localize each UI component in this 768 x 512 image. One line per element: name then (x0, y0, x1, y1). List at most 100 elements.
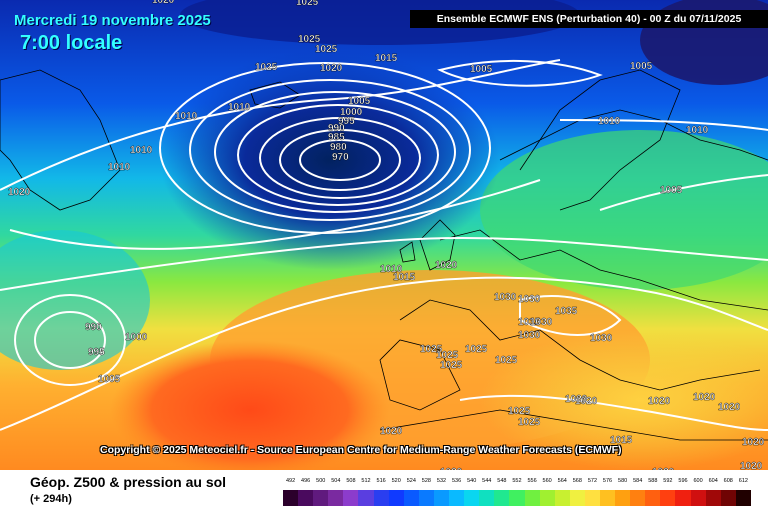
scale-swatch (645, 490, 661, 506)
scale-label: 596 (678, 478, 688, 484)
svg-text:990: 990 (328, 123, 345, 134)
svg-text:1025: 1025 (315, 44, 338, 55)
svg-text:1030: 1030 (518, 330, 541, 341)
svg-text:1020: 1020 (575, 396, 598, 407)
svg-text:1025: 1025 (508, 406, 531, 417)
scale-label: 556 (527, 478, 537, 484)
svg-text:1000: 1000 (125, 332, 148, 343)
isobar-labels: 1025 1025 1025 1020 1015 1005 1005 1010 … (8, 0, 765, 470)
scale-label: 536 (451, 478, 462, 484)
svg-text:1015: 1015 (375, 53, 398, 64)
forecast-map: 1025 1025 1025 1020 1015 1005 1005 1010 … (0, 0, 768, 470)
scale-label: 592 (663, 478, 673, 484)
scale-swatch (735, 490, 751, 506)
scale-label: 604 (708, 478, 718, 484)
green-band-east (480, 130, 768, 290)
forecast-time: 7:00 locale (20, 32, 123, 54)
svg-text:1030: 1030 (590, 333, 613, 344)
scale-swatch (599, 490, 616, 506)
scale-label: 576 (602, 478, 613, 484)
svg-text:1025: 1025 (436, 350, 459, 361)
scale-label: 492 (285, 478, 296, 484)
scale-labels: 492 496 500 504 508 512 516 520 524 528 532 536 540 5… (283, 478, 751, 488)
yellow-zone-east (480, 330, 768, 470)
scale-swatch (358, 490, 374, 506)
scale-swatch (298, 490, 314, 506)
svg-text:1030: 1030 (518, 294, 541, 305)
copyright-text: Copyright © 2025 Meteociel.fr - Source E… (100, 444, 622, 456)
scale-label: 496 (301, 478, 311, 484)
scale-bar (283, 490, 751, 506)
svg-text:1010: 1010 (175, 111, 198, 122)
scale-swatch (494, 490, 510, 506)
scale-swatch (388, 490, 404, 506)
svg-text:1020: 1020 (652, 467, 675, 470)
scale-label: 572 (587, 478, 598, 484)
scale-label: 540 (467, 478, 477, 484)
svg-text:1025: 1025 (518, 417, 541, 428)
svg-text:1010: 1010 (130, 145, 153, 156)
svg-text:1010: 1010 (686, 125, 709, 136)
svg-text:1005: 1005 (470, 64, 493, 75)
scale-swatch (554, 490, 570, 506)
svg-text:970: 970 (332, 152, 349, 163)
forecast-hour: (+ 294h) (30, 493, 72, 505)
scale-swatch (449, 490, 465, 506)
cold-pool-west (0, 230, 150, 370)
svg-text:1005: 1005 (348, 96, 371, 107)
svg-text:1025: 1025 (420, 344, 443, 355)
scale-swatch (343, 490, 359, 506)
scale-label: 580 (618, 478, 628, 484)
svg-text:1020: 1020 (380, 426, 403, 437)
svg-text:1025: 1025 (440, 360, 463, 371)
svg-text:1035: 1035 (518, 317, 541, 328)
scale-label: 500 (316, 478, 326, 484)
model-banner: Ensemble ECMWF ENS (Perturbation 40) - 0… (410, 10, 768, 28)
scale-label: 548 (497, 478, 507, 484)
svg-text:1020: 1020 (565, 394, 588, 405)
scale-label: 520 (391, 478, 401, 484)
scale-swatch (283, 490, 299, 506)
svg-text:1025: 1025 (465, 344, 488, 355)
scale-swatch (584, 490, 600, 506)
scale-swatch (328, 490, 344, 506)
svg-text:1020: 1020 (693, 392, 716, 403)
scale-swatch (569, 490, 585, 506)
scale-swatch (690, 490, 706, 506)
svg-text:1025: 1025 (495, 355, 518, 366)
scale-swatch (705, 490, 721, 506)
svg-text:1020: 1020 (740, 461, 763, 470)
svg-text:1005: 1005 (660, 185, 683, 196)
chart-title: Géop. Z500 & pression au sol (30, 474, 227, 490)
svg-text:995: 995 (338, 116, 355, 127)
scale-label: 552 (512, 478, 522, 484)
british-isles (399, 219, 456, 271)
svg-text:1030: 1030 (530, 317, 553, 328)
svg-text:1020: 1020 (718, 402, 741, 413)
scale-swatch (403, 490, 419, 506)
scale-label: 528 (421, 478, 431, 484)
svg-text:990: 990 (85, 322, 102, 333)
scale-label: 516 (376, 478, 386, 484)
svg-text:1025: 1025 (255, 62, 278, 73)
svg-text:1005: 1005 (630, 61, 653, 72)
scale-label: 608 (723, 478, 733, 484)
scale-swatch (539, 490, 555, 506)
svg-text:985: 985 (328, 132, 345, 143)
svg-text:1020: 1020 (320, 63, 343, 74)
europe-coast (379, 109, 768, 411)
hot-zone-atlantic (110, 340, 390, 470)
isobars (0, 59, 768, 431)
scandinavia-coast (519, 69, 681, 211)
svg-text:1020: 1020 (742, 437, 765, 448)
scale-swatch (660, 490, 676, 506)
scale-swatch (630, 490, 646, 506)
svg-text:1030: 1030 (494, 292, 517, 303)
scale-label: 564 (557, 478, 567, 484)
scale-swatch (720, 490, 736, 506)
svg-text:1010: 1010 (380, 264, 403, 275)
iceland (249, 81, 301, 109)
svg-text:1020: 1020 (152, 0, 175, 6)
north-africa-coast (379, 409, 768, 441)
scale-label: 568 (572, 478, 582, 484)
